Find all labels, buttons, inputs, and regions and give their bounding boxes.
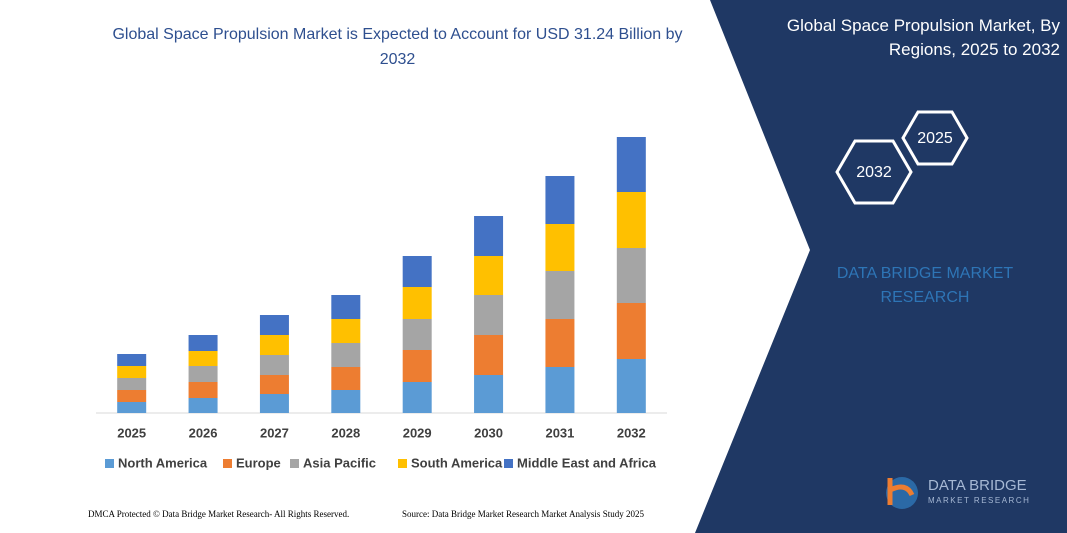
bar-segment [545,271,575,319]
bar-segment [188,351,218,366]
legend-label: North America [118,455,208,470]
bar-segment [259,335,289,355]
bar-segment [331,319,361,343]
footer-left: DMCA Protected © Data Bridge Market Rese… [88,509,349,519]
bar-segment [616,303,646,359]
footer-right: Source: Data Bridge Market Research Mark… [402,509,644,519]
bar-segment [117,366,147,378]
bar-segment [117,390,147,402]
bar-segment [474,216,504,256]
bar-segment [331,295,361,319]
bar-segment [474,335,504,375]
hexagon-label: 2032 [856,164,892,181]
bar-segment [259,375,289,394]
bar-segment [616,359,646,413]
bar-segment [402,382,432,413]
legend-label: Middle East and Africa [517,455,657,470]
bar-segment [188,335,218,351]
x-tick-label: 2026 [189,425,218,440]
bar-segment [545,176,575,224]
x-tick-label: 2025 [117,425,146,440]
legend-swatch [398,459,407,468]
side-panel [695,0,1067,533]
brand-text: DATA BRIDGE MARKET RESEARCH [836,265,1014,306]
x-tick-label: 2032 [617,425,646,440]
legend-label: Europe [236,455,281,470]
bar-segment [402,319,432,350]
legend-swatch [290,459,299,468]
x-tick-label: 2030 [474,425,503,440]
legend-swatch [223,459,232,468]
bar-segment [259,394,289,413]
hexagon-label: 2025 [917,130,953,147]
legend-label: South America [411,455,503,470]
bar-segment [188,366,218,382]
bar-segment [188,382,218,398]
bar-segment [402,287,432,319]
bar-segment [616,248,646,303]
x-tick-label: 2027 [260,425,289,440]
x-tick-label: 2031 [545,425,574,440]
bar-segment [545,319,575,367]
bar-segment [545,224,575,271]
bar-segment [616,192,646,248]
logo-icon [887,478,915,505]
logo-tagline: MARKET RESEARCH [928,496,1030,505]
legend-swatch [504,459,513,468]
bar-segment [474,256,504,295]
bar-segment [188,398,218,413]
logo-icon [886,477,918,509]
hexagon [901,110,969,166]
bar-segment [117,354,147,366]
bar-segment [259,355,289,375]
hexagon [835,139,913,205]
chart-title: Global Space Propulsion Market is Expect… [112,26,683,68]
bar-segment [402,350,432,382]
bar-segment [545,367,575,413]
legend-swatch [105,459,114,468]
logo-name: DATA BRIDGE [928,477,1027,494]
legend-label: Asia Pacific [303,455,376,470]
bar-segment [331,390,361,413]
bar-segment [331,367,361,390]
bar-segment [331,343,361,367]
bar-segment [117,378,147,390]
bar-segment [616,137,646,192]
bar-segment [117,402,147,413]
x-tick-label: 2029 [403,425,432,440]
bar-segment [259,315,289,335]
x-tick-label: 2028 [331,425,360,440]
bar-segment [474,295,504,335]
bar-segment [402,256,432,287]
panel-title: Global Space Propulsion Market, By Regio… [786,16,1060,59]
bar-segment [474,375,504,413]
